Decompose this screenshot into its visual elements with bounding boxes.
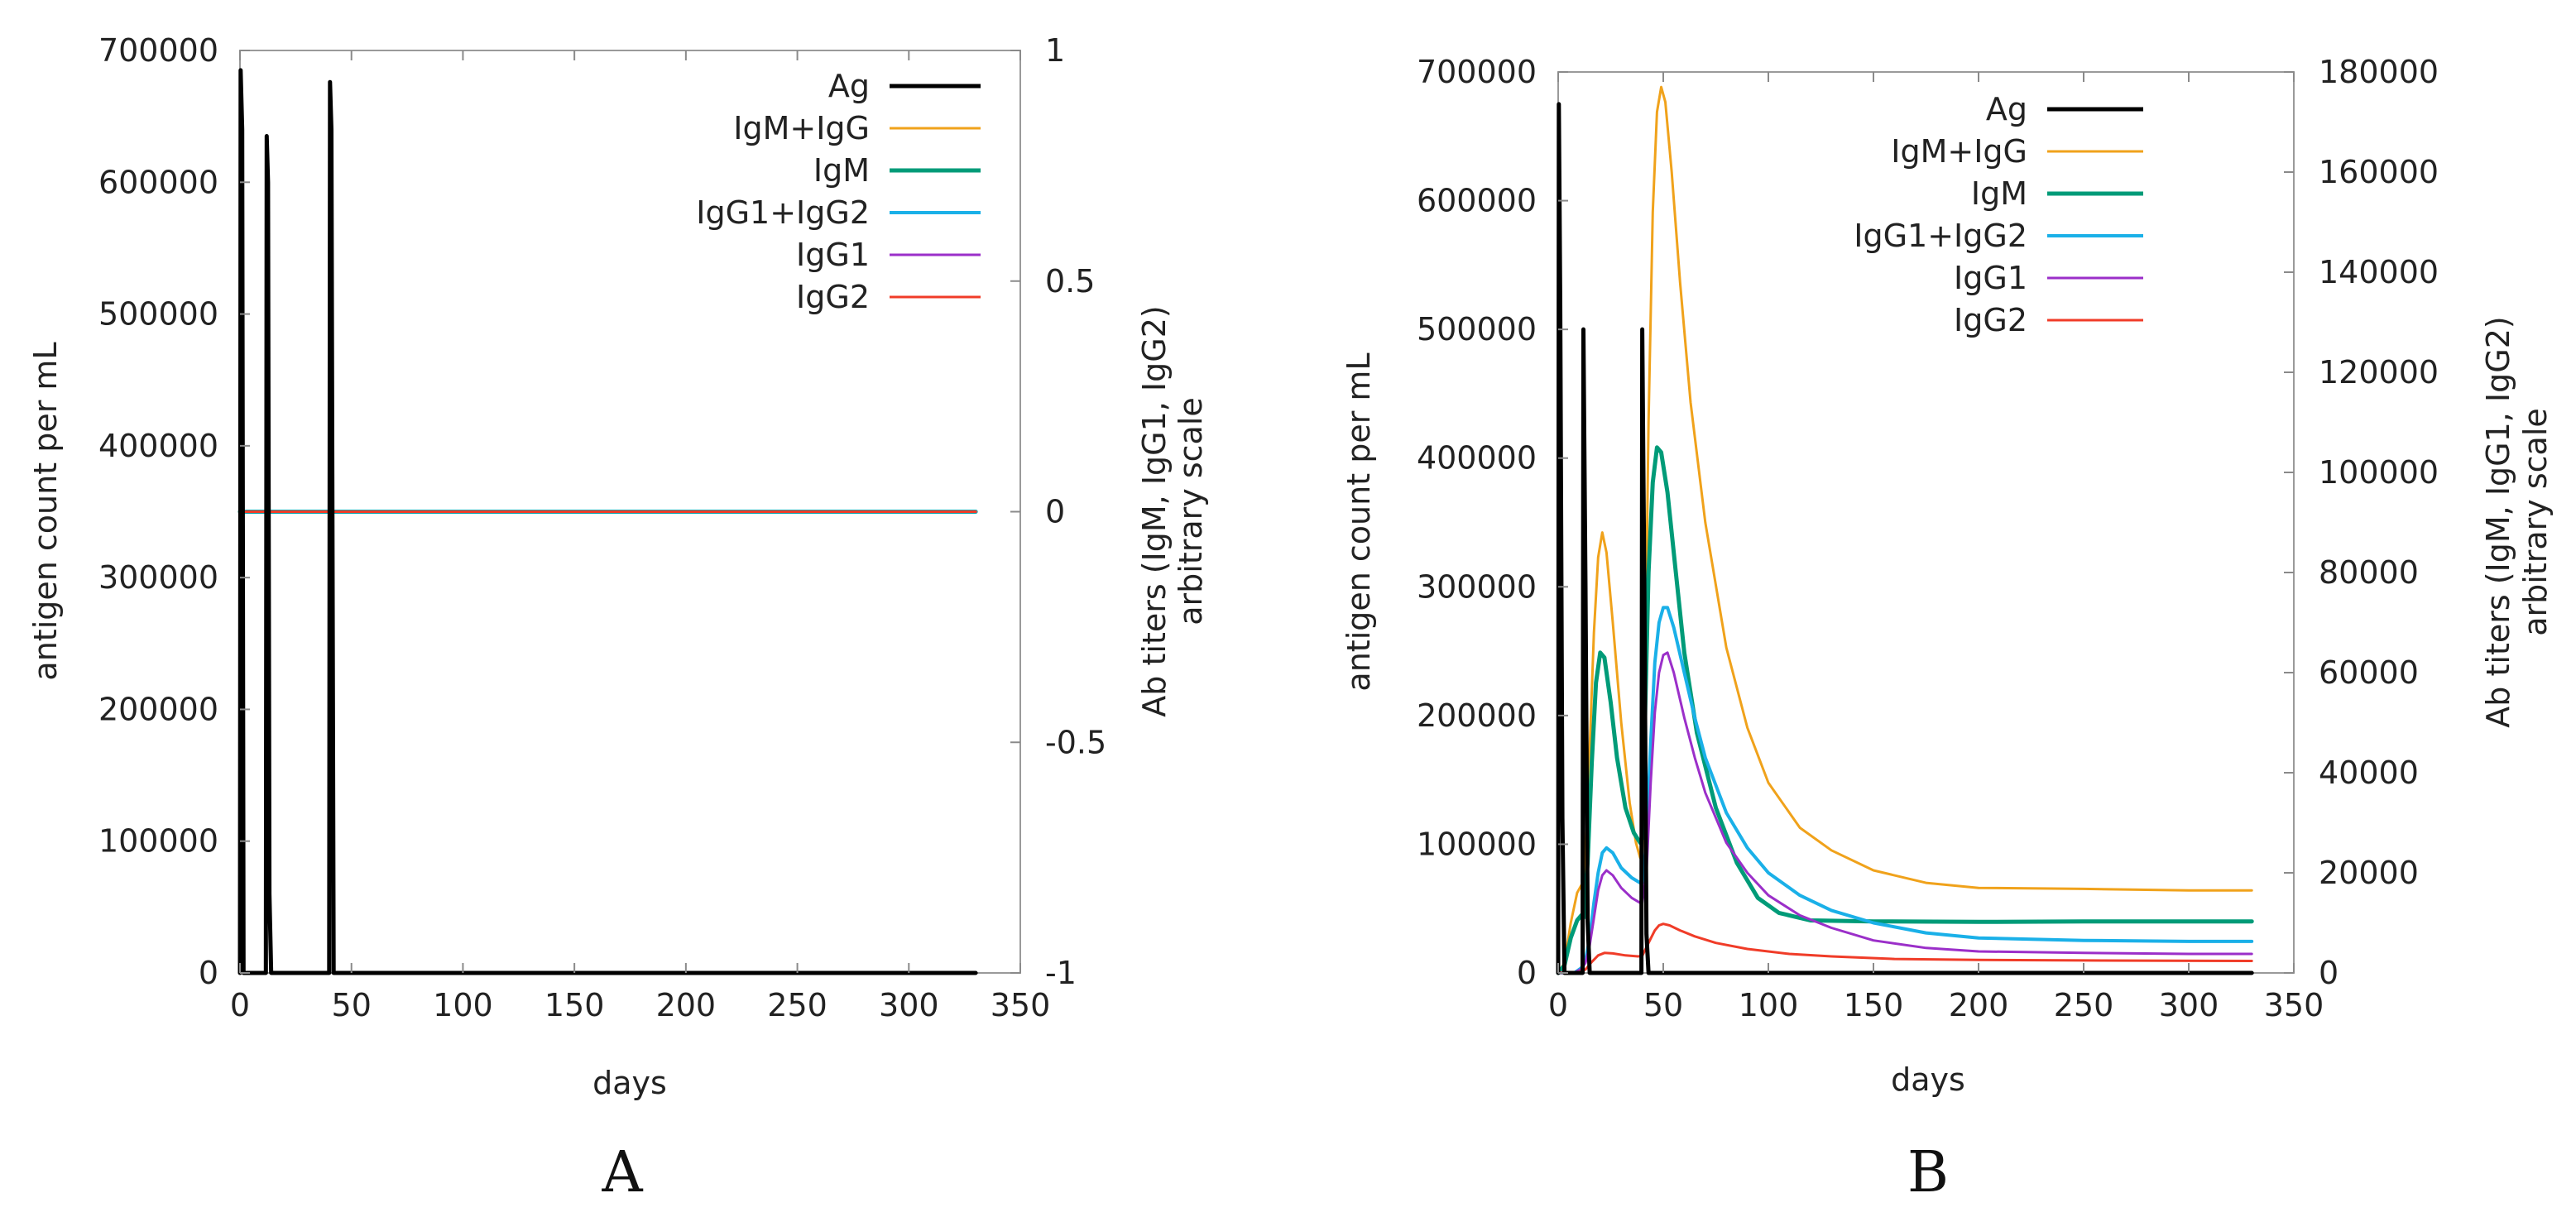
panel-b-y2tick-label: 20000 <box>2319 855 2419 891</box>
panel-a-xtick-label: 200 <box>656 987 717 1023</box>
panel-a-legend-label-igg2: IgG2 <box>796 279 870 315</box>
panel-a-ytick-label: 600000 <box>98 164 218 200</box>
panel-a-xtick-label: 350 <box>991 987 1051 1023</box>
panel-b-ytick-label: 700000 <box>1417 54 1537 90</box>
panel-a-y-ticks: 0 100000 200000 300000 400000 500000 600000 700… <box>98 32 250 991</box>
panel-b-y2label-line1: Ab titers (IgM, IgG1, IgG2) <box>2480 316 2516 727</box>
panel-b-y2tick-label: 160000 <box>2319 154 2439 190</box>
panel-a-legend-label-igm-igg: IgM+IgG <box>733 110 870 146</box>
panel-b-ytick-label: 600000 <box>1417 183 1537 219</box>
panel-b-xtick-label: 100 <box>1739 987 1799 1023</box>
panel-b-xtick-label: 200 <box>1949 987 2009 1023</box>
panel-b-series-ag <box>1556 102 2254 975</box>
panel-b-xtick-label: 300 <box>2159 987 2219 1023</box>
panel-b-ytick-label: 500000 <box>1417 311 1537 347</box>
panel-b-legend-label-igg1: IgG1 <box>1954 260 2027 296</box>
panel-a-y2tick-label: 0 <box>1045 494 1065 530</box>
panel-b-legend-label-igg1-igg2: IgG1+IgG2 <box>1854 218 2027 254</box>
panel-b-y2tick-label: 0 <box>2319 955 2339 991</box>
panel-b-legend-label-ag: Ag <box>1986 91 2027 127</box>
panel-b-legend-label-igg2: IgG2 <box>1954 302 2027 338</box>
panel-a-legend-label-igg1-igg2: IgG1+IgG2 <box>696 194 870 231</box>
panel-b-series-igm <box>1556 445 2254 975</box>
panel-a-letter: A <box>601 1140 643 1205</box>
panel-b-ytick-label: 200000 <box>1417 697 1537 734</box>
panel-a-ytick-label: 700000 <box>98 32 218 69</box>
panel-a-y2tick-label: -1 <box>1045 955 1077 991</box>
panel-b-y2-ticks: 0 20000 40000 60000 80000 100000 120000 140000 1… <box>2284 54 2439 991</box>
panel-b-xtick-label: 350 <box>2264 987 2324 1023</box>
panel-a-y2tick-label: 1 <box>1045 32 1065 69</box>
panel-a-xtick-label: 250 <box>767 987 827 1023</box>
panel-a-ytick-label: 0 <box>199 955 218 991</box>
panel-b-y2tick-label: 180000 <box>2319 54 2439 90</box>
panel-b-ytick-label: 100000 <box>1417 826 1537 862</box>
panel-a-y2label-line1: Ab titers (IgM, IgG1, IgG2) <box>1136 305 1173 716</box>
panel-b-legend-label-igm-igg: IgM+IgG <box>1891 133 2027 170</box>
panel-b-y-ticks: 0 100000 200000 300000 400000 500000 600000 700… <box>1417 54 1568 991</box>
panel-b: 0 50 100 150 200 250 300 350 010000020000030000… <box>1341 54 2554 1205</box>
panel-b-y2tick-label: 80000 <box>2319 554 2419 591</box>
panel-a-legend-label-igg1: IgG1 <box>796 237 870 273</box>
panel-a-ytick-label: 300000 <box>98 559 218 596</box>
panel-b-ytick-label: 300000 <box>1417 568 1537 605</box>
panel-a-ytick-label: 100000 <box>98 823 218 860</box>
panel-b-y2tick-label: 60000 <box>2319 654 2419 691</box>
panel-b-frame <box>1557 71 2295 974</box>
panel-b-y2tick-label: 100000 <box>2319 454 2439 491</box>
panel-b-xtick-label: 0 <box>1548 987 1568 1023</box>
panel-a-y2-ticks: -1 -0.5 0 0.5 1 <box>1010 32 1106 991</box>
panel-b-y2tick-label: 140000 <box>2319 254 2439 290</box>
panel-b-series-igg1-igg2 <box>1557 606 2254 975</box>
panel-b-ytick-label: 400000 <box>1417 440 1537 477</box>
panel-a-series <box>237 68 978 975</box>
panel-b-ylabel: antigen count per mL <box>1341 352 1377 691</box>
panel-a: 0 50 100 150 200 250 300 350 0 100000 200000 30000… <box>27 32 1209 1205</box>
panel-a-xtick-label: 150 <box>544 987 605 1023</box>
panel-a-y2tick-label: -0.5 <box>1045 724 1106 760</box>
panel-a-y2label-line2: arbitrary scale <box>1173 397 1209 625</box>
panel-b-series-igg1 <box>1557 651 2253 975</box>
panel-a-xtick-label: 100 <box>433 987 493 1023</box>
panel-a-x-ticks: 0 50 100 150 200 250 300 350 <box>230 50 1050 1023</box>
panel-b-y2tick-label: 120000 <box>2319 354 2439 390</box>
panel-a-y2tick-label: 0.5 <box>1045 263 1095 299</box>
panel-a-ytick-label: 400000 <box>98 428 218 464</box>
panel-b-y2label-line2: arbitrary scale <box>2517 408 2554 636</box>
panel-a-ylabel: antigen count per mL <box>27 342 64 680</box>
panel-a-ytick-label: 200000 <box>98 691 218 727</box>
panel-b-x-ticks: 0 50 100 150 200 250 300 350 <box>1548 72 2324 1023</box>
panel-a-legend-label-ag: Ag <box>828 68 870 104</box>
panel-a-xtick-label: 0 <box>230 987 250 1023</box>
panel-b-y2tick-label: 40000 <box>2319 755 2419 791</box>
panel-a-ytick-label: 500000 <box>98 296 218 333</box>
panel-b-xtick-label: 50 <box>1643 987 1683 1023</box>
panel-a-series-ag <box>237 68 978 975</box>
panel-b-xlabel: days <box>1891 1061 1965 1098</box>
panel-a-xtick-label: 50 <box>332 987 372 1023</box>
panel-b-xtick-label: 150 <box>1844 987 1904 1023</box>
panel-b-series <box>1556 85 2254 975</box>
panel-b-letter: B <box>1907 1140 1949 1205</box>
panel-b-legend-label-igm: IgM <box>1971 175 2027 212</box>
panel-b-xtick-label: 250 <box>2054 987 2114 1023</box>
panel-a-xtick-label: 300 <box>879 987 939 1023</box>
panel-b-legend: Ag IgM+IgG IgM IgG1+IgG2 IgG1 IgG2 <box>1854 91 2143 338</box>
panel-b-ytick-label: 0 <box>1517 955 1537 991</box>
panel-a-legend-label-igm: IgM <box>813 152 870 189</box>
panel-b-series-igg2 <box>1557 922 2253 975</box>
panel-a-legend: Ag IgM+IgG IgM IgG1+IgG2 IgG1 IgG2 <box>696 68 981 315</box>
panel-a-xlabel: days <box>592 1065 667 1101</box>
